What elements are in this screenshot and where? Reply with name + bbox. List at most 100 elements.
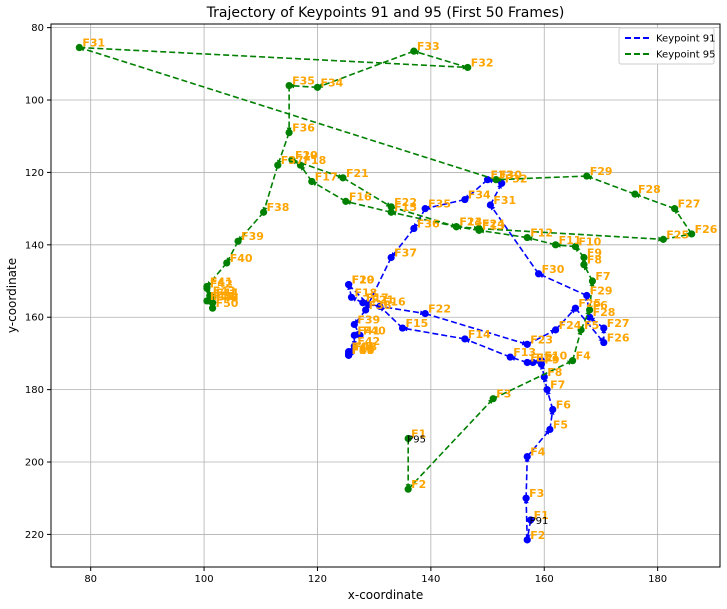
trajectory-segment — [379, 305, 404, 329]
frame-label: F26 — [695, 223, 718, 236]
trajectory-segment — [478, 227, 664, 241]
frame-point — [404, 485, 412, 493]
axis-ticks: 80 100 120 140 160 180 80 100 120 140 160 180 200 220 — [25, 23, 667, 585]
frame-point — [523, 358, 531, 367]
frame-label: F23 — [530, 333, 553, 346]
legend-box — [618, 27, 715, 65]
frame-point — [671, 205, 679, 213]
frame-label: F3 — [529, 487, 544, 500]
frame-label: F18 — [354, 286, 377, 299]
frame-label: F38 — [369, 299, 392, 312]
y-tick-label: 160 — [25, 313, 44, 324]
frame-point — [492, 176, 500, 184]
grid — [51, 24, 720, 567]
frame-label: F30 — [542, 263, 565, 276]
frame-point — [483, 176, 492, 184]
frame-label: F17 — [315, 170, 338, 183]
frame-label: F38 — [267, 201, 290, 214]
frame-label: F43 — [354, 341, 377, 354]
frame-label: F47 — [352, 344, 375, 357]
frame-label: F37 — [394, 246, 417, 259]
frame-point — [308, 177, 316, 186]
frame-point — [506, 353, 514, 361]
frame-point — [586, 306, 594, 314]
frame-label: F36 — [417, 218, 440, 231]
frame-label: F7 — [595, 270, 610, 283]
trajectory-segment — [407, 398, 494, 490]
frame-point — [313, 83, 322, 91]
trajectory-segment — [464, 179, 489, 201]
trajectory-segment — [571, 329, 582, 361]
frame-label: F6 — [593, 299, 609, 312]
frame-point — [543, 386, 551, 394]
frame-label: F35 — [292, 75, 315, 88]
frame-label: F13 — [482, 219, 505, 232]
frame-label: F14 — [468, 328, 491, 341]
y-axis-label: y-coordinate — [5, 258, 19, 333]
frame-point — [285, 81, 293, 90]
x-tick-label: 180 — [648, 574, 667, 585]
legend-label-keypoint-95: Keypoint 95 — [656, 50, 716, 61]
chart-title: Trajectory of Keypoints 91 and 95 (First… — [206, 5, 565, 21]
frame-point — [350, 331, 358, 339]
trajectory-segment — [262, 164, 279, 213]
trajectory-segment — [574, 307, 605, 344]
frame-point — [571, 243, 580, 251]
frame-point — [398, 324, 407, 332]
frame-point — [342, 197, 350, 205]
x-tick-label: 120 — [308, 574, 327, 585]
frame-label: F41 — [357, 324, 380, 337]
frame-point — [498, 179, 506, 187]
frame-label: F40 — [363, 324, 386, 337]
x-tick-label: 80 — [84, 574, 97, 585]
frame-label: F21 — [346, 167, 369, 180]
trajectory-segment — [345, 200, 392, 214]
frame-point — [527, 516, 535, 524]
trajectory-segment — [237, 211, 265, 242]
trajectory-segment — [206, 262, 228, 287]
frame-point — [364, 300, 373, 309]
frame-point — [461, 195, 469, 204]
frame-label: F10 — [544, 350, 567, 363]
frame-label: F1 — [534, 509, 549, 522]
frame-point — [387, 208, 395, 216]
trajectory-segment — [311, 180, 347, 203]
frame-point — [475, 224, 483, 233]
frame-label: F1 — [411, 427, 426, 440]
trajectory-segment — [390, 228, 415, 258]
trajectory-segment — [317, 50, 415, 89]
start-point-label: P95 — [407, 434, 426, 445]
start-point-label: P91 — [530, 516, 549, 527]
frame-point — [421, 205, 429, 213]
frame-label: F43 — [213, 285, 236, 298]
frame-label: F15 — [394, 201, 417, 214]
frame-label: F34 — [468, 189, 491, 202]
trajectory-segment — [526, 428, 551, 458]
frame-label: F20 — [295, 149, 318, 162]
trajectory-segment — [413, 50, 468, 69]
frame-point — [410, 224, 418, 233]
frame-point — [464, 63, 472, 72]
series-keypoint-91 — [345, 176, 608, 544]
plot-frame — [50, 23, 721, 568]
frame-label: F45 — [352, 342, 375, 355]
frame-point — [387, 253, 395, 262]
frame-label: F22 — [428, 303, 451, 316]
frame-point — [522, 494, 530, 502]
frame-label: F32 — [471, 56, 494, 69]
frame-label: F48 — [352, 344, 375, 357]
frame-point — [223, 259, 231, 267]
frame-point — [421, 310, 429, 318]
legend-label-keypoint-91: Keypoint 91 — [656, 34, 716, 45]
frame-point — [376, 302, 384, 310]
frame-label: F46 — [213, 290, 236, 303]
frame-label: F14 — [459, 216, 482, 229]
frame-label: F25 — [666, 228, 689, 241]
trajectory-segment — [277, 132, 290, 166]
frame-label: F3 — [496, 388, 511, 401]
frame-label: F27 — [678, 198, 701, 211]
series-layer — [75, 43, 696, 544]
frame-label: F17 — [366, 292, 389, 305]
frame-label: F37 — [281, 154, 304, 167]
frame-label: F34 — [320, 76, 343, 89]
